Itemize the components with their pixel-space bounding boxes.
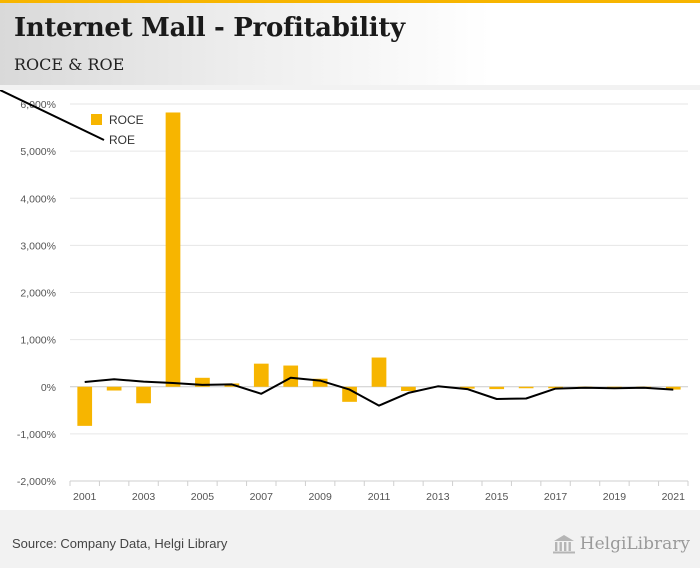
x-tick-label: 2003 [132,491,156,503]
y-tick-label: 6,000% [20,99,56,111]
roce-bar [195,377,210,387]
roce-bar [401,386,416,391]
x-tick-label: 2007 [250,491,274,503]
roce-bar [459,386,475,389]
y-tick-label: 5,000% [20,146,56,158]
source-note: Source: Company Data, Helgi Library [12,536,228,551]
page-header: Internet Mall - Profitability ROCE & ROE [0,3,700,85]
roce-bar [371,357,387,387]
roe-line-layer [84,376,674,407]
axis-layer: -2,000% -1,000% 0% 1,000% 2,000% 3,000% 4,000%… [17,99,689,503]
x-tick-label: 2001 [73,491,97,503]
grid-layer [70,103,688,482]
x-tick-label: 2019 [603,491,627,503]
x-tick-label: 2021 [662,491,686,503]
y-tick-label: 1,000% [20,335,56,347]
legend: ROCE ROE [0,89,144,147]
x-tick-label: 2011 [368,491,391,503]
x-tick-label: 2009 [308,491,332,503]
brand-name: HelgiLibrary [579,534,690,554]
accent-top-bar [0,0,700,3]
chart-panel: -2,000% -1,000% 0% 1,000% 2,000% 3,000% 4,000%… [0,89,700,510]
roce-bar [283,365,299,387]
roce-bar [518,386,534,389]
page-subtitle: ROCE & ROE [14,55,125,74]
roce-bar [165,112,181,387]
profitability-chart: -2,000% -1,000% 0% 1,000% 2,000% 3,000% 4,000%… [0,89,689,503]
page-title: Internet Mall - Profitability [14,13,405,43]
roce-bar [665,386,681,390]
roce-bar [106,386,122,391]
y-tick-label: 3,000% [20,240,56,252]
y-tick-label: 4,000% [20,193,56,205]
roce-bar [489,386,505,390]
roce-bar [77,386,93,426]
y-tick-label: 0% [41,382,56,394]
x-tick-label: 2013 [426,491,450,503]
legend-roe-swatch [0,89,105,141]
x-tick-label: 2015 [485,491,509,503]
library-building-icon [552,535,575,554]
roce-bar [548,386,563,389]
roce-bars [77,112,681,426]
roce-bar [253,363,269,387]
roce-bar [312,378,328,387]
brand-logo: HelgiLibrary [552,532,690,556]
roce-bar [136,386,151,404]
y-tick-label: -1,000% [17,429,56,441]
x-tick-label: 2005 [191,491,215,503]
legend-roe-label: ROE [109,133,135,147]
legend-roce-label: ROCE [109,113,144,127]
roe-line [84,376,674,407]
legend-roce-swatch [91,114,102,125]
x-tick-label: 2017 [544,491,568,503]
y-tick-label: -2,000% [17,476,56,488]
y-tick-label: 2,000% [20,288,56,300]
